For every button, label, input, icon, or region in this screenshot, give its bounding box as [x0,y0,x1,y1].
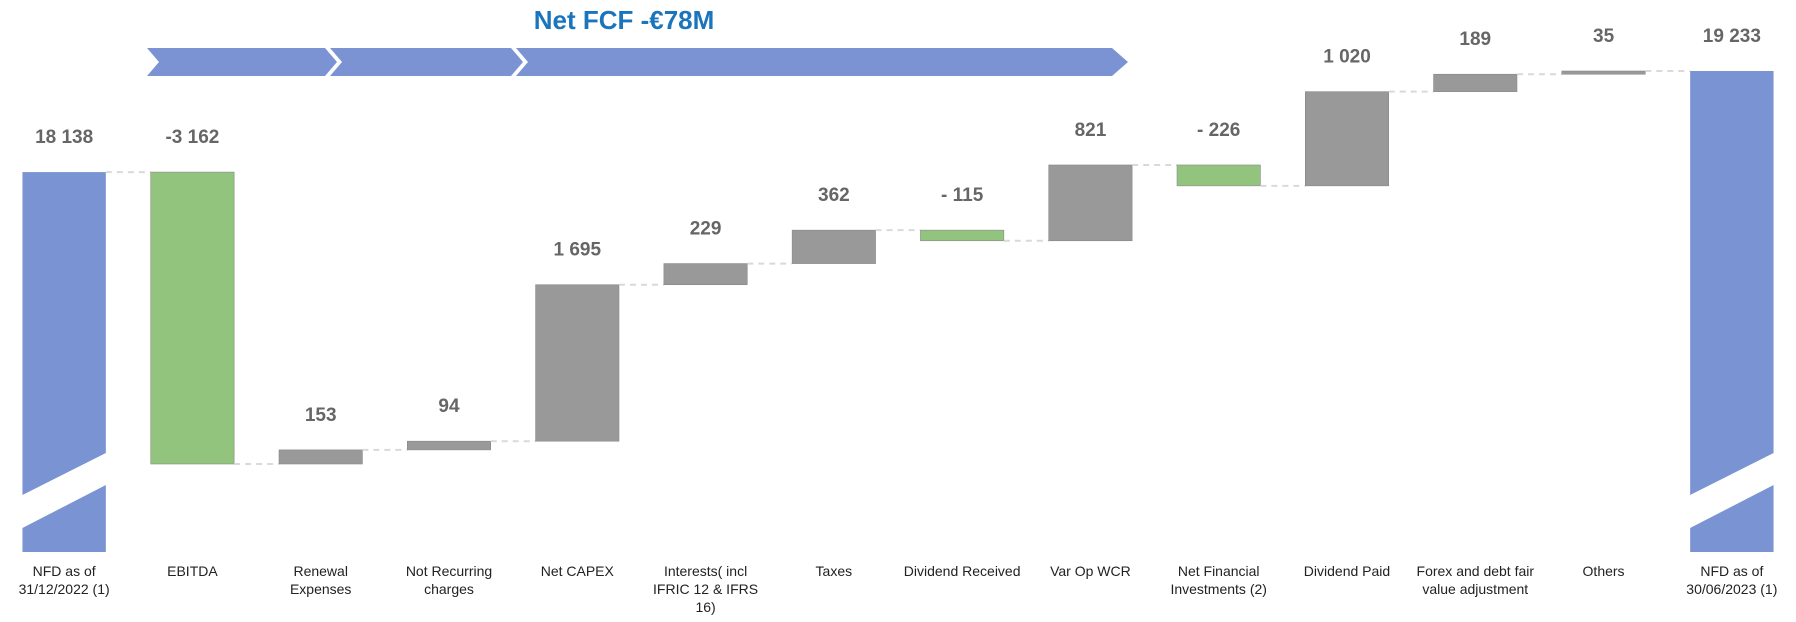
bar [663,263,748,286]
x-tick-label: Dividend Received [903,563,1021,579]
x-tick-label: NFD as of 31/12/2022 (1) [18,563,110,597]
chart-title: Net FCF -€78M [534,5,715,35]
x-tick-label: Var Op WCR [1050,563,1131,579]
value-label: -3 162 [165,127,219,148]
x-tick-label: Dividend Paid [1303,563,1391,579]
value-label: 229 [690,219,722,240]
axis-break [1688,452,1776,529]
bar [150,171,235,465]
x-tick-label: Net CAPEX [540,563,614,579]
x-tick-label: Net Financial Investments (2) [1170,563,1267,597]
bar [1561,70,1646,75]
bar [1048,164,1133,242]
value-label: 189 [1459,29,1491,50]
banner-arrow [516,48,1128,76]
x-tick-label: Forex and debt fair value adjustment [1416,563,1535,597]
value-label: 1 695 [554,240,602,261]
bar [1305,91,1389,187]
value-label: 153 [305,405,337,426]
value-label: 18 138 [35,127,93,148]
bar [278,449,363,465]
value-label: - 226 [1197,120,1240,141]
value-label: - 115 [941,185,984,206]
value-label: 19 233 [1703,26,1761,47]
value-label: 35 [1593,26,1615,47]
x-tick-label: NFD as of 30/06/2023 (1) [1686,563,1778,597]
x-tick-label: Interests( incl IFRIC 12 & IFRS 16) [653,563,759,615]
axis-break [20,452,108,529]
bar [1433,73,1518,92]
bar [1176,164,1261,187]
x-tick-label: Others [1582,563,1625,579]
value-label: 821 [1075,120,1107,141]
banner-segment [330,48,523,76]
value-label: 362 [818,185,850,206]
bar [407,440,491,451]
x-tick-label: Not Recurring charges [405,563,493,597]
banner-segment [147,48,337,76]
bar [920,229,1005,242]
x-tick-label: Renewal Expenses [289,563,352,597]
x-tick-label: EBITDA [167,563,218,579]
value-label: 1 020 [1323,47,1371,68]
bar [535,284,620,442]
x-tick-label: Taxes [815,563,853,579]
bar [791,229,876,264]
value-label: 94 [438,396,460,417]
